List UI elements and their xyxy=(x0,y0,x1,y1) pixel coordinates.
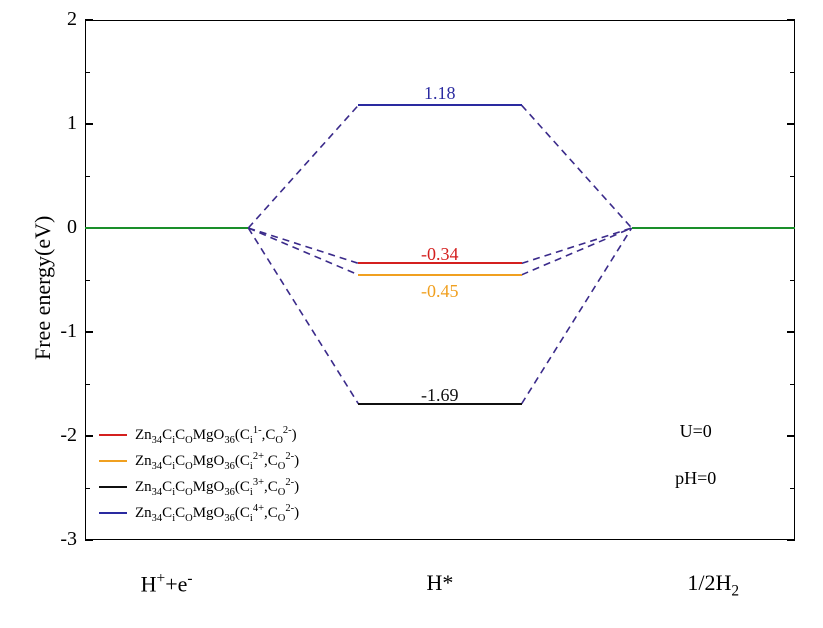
y-tick xyxy=(85,435,93,437)
legend-row: Zn34CiCOMgO36(Ci3+,CO2-) xyxy=(99,474,299,500)
legend-label: Zn34CiCOMgO36(Ci1-,CO2-) xyxy=(135,425,297,446)
y-minor-tick xyxy=(790,384,795,385)
legend-row: Zn34CiCOMgO36(Ci4+,CO2-) xyxy=(99,500,299,526)
y-tick xyxy=(787,539,795,541)
stage1-plateau xyxy=(85,227,248,229)
stage3-plateau xyxy=(632,227,795,229)
y-tick xyxy=(787,435,795,437)
y-minor-tick xyxy=(790,176,795,177)
value-label: 1.18 xyxy=(424,83,456,104)
y-minor-tick xyxy=(790,280,795,281)
y-minor-tick xyxy=(85,384,90,385)
x-stage-label: H++e- xyxy=(141,570,193,597)
mid-plateau-Ci2+ xyxy=(358,274,521,276)
y-minor-tick xyxy=(85,176,90,177)
legend-swatch xyxy=(99,486,127,488)
value-label: -1.69 xyxy=(421,385,459,406)
y-tick-label: -1 xyxy=(41,320,77,343)
legend-row: Zn34CiCOMgO36(Ci1-,CO2-) xyxy=(99,422,299,448)
y-tick-label: 0 xyxy=(41,216,77,239)
y-tick xyxy=(85,19,93,21)
chart-canvas: Free energy(eV) Zn34CiCOMgO36(Ci1-,CO2-)… xyxy=(0,0,823,628)
y-minor-tick xyxy=(85,72,90,73)
legend-swatch xyxy=(99,460,127,462)
y-tick-label: -2 xyxy=(41,424,77,447)
condition-annotation: U=0 xyxy=(680,421,712,442)
y-tick xyxy=(787,19,795,21)
legend-row: Zn34CiCOMgO36(Ci2+,CO2-) xyxy=(99,448,299,474)
legend-swatch xyxy=(99,512,127,514)
legend-swatch xyxy=(99,434,127,436)
legend-label: Zn34CiCOMgO36(Ci2+,CO2-) xyxy=(135,451,299,472)
legend: Zn34CiCOMgO36(Ci1-,CO2-) Zn34CiCOMgO36(Ci… xyxy=(99,422,299,526)
y-minor-tick xyxy=(85,280,90,281)
value-label: -0.34 xyxy=(421,244,459,265)
legend-label: Zn34CiCOMgO36(Ci3+,CO2-) xyxy=(135,477,299,498)
y-tick xyxy=(787,331,795,333)
y-tick xyxy=(85,539,93,541)
y-minor-tick xyxy=(85,488,90,489)
condition-annotation: pH=0 xyxy=(675,468,716,489)
value-label: -0.45 xyxy=(421,281,459,302)
x-stage-label: H* xyxy=(427,570,454,596)
y-tick-label: 1 xyxy=(41,112,77,135)
y-tick xyxy=(85,331,93,333)
y-tick xyxy=(85,123,93,125)
legend-label: Zn34CiCOMgO36(Ci4+,CO2-) xyxy=(135,503,299,524)
x-stage-label: 1/2H2 xyxy=(687,570,739,600)
y-tick xyxy=(787,123,795,125)
y-minor-tick xyxy=(790,72,795,73)
mid-plateau-Ci4+ xyxy=(358,104,521,106)
y-tick-label: -3 xyxy=(41,528,77,551)
y-minor-tick xyxy=(790,488,795,489)
y-tick-label: 2 xyxy=(41,8,77,31)
